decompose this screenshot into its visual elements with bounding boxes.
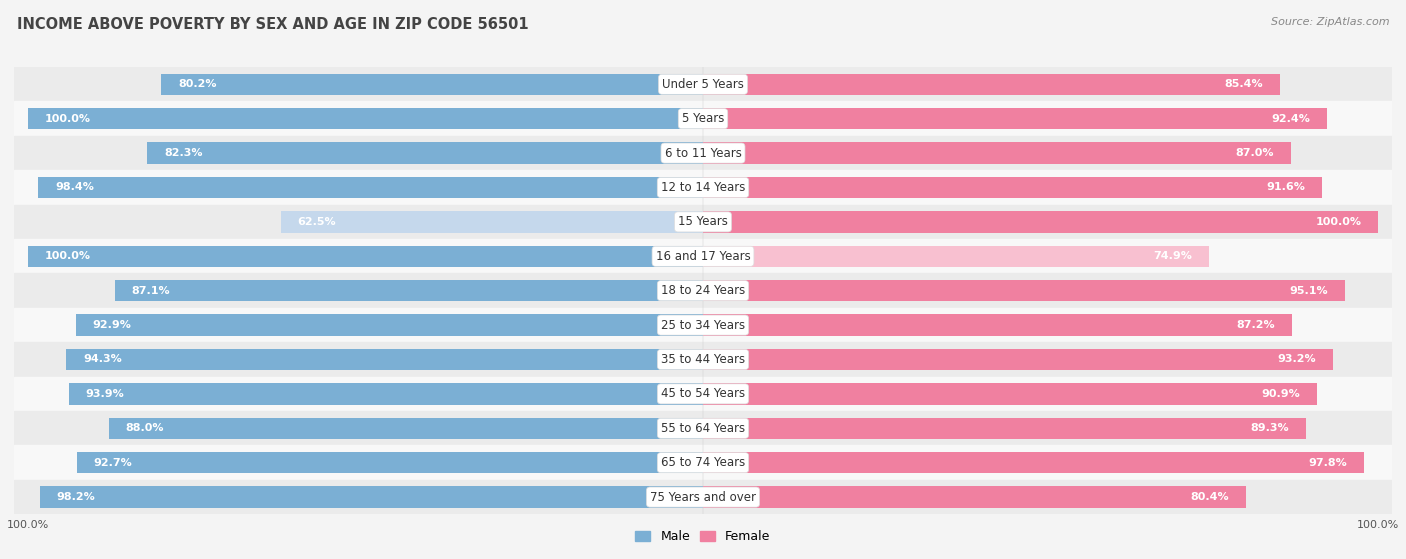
Text: 91.6%: 91.6% [1265, 182, 1305, 192]
Text: 100.0%: 100.0% [1316, 217, 1361, 227]
Bar [703, 177, 1322, 198]
Text: 18 to 24 Years: 18 to 24 Years [661, 284, 745, 297]
Text: 87.1%: 87.1% [132, 286, 170, 296]
Text: 65 to 74 Years: 65 to 74 Years [661, 456, 745, 469]
Bar [14, 377, 1392, 411]
Bar [14, 411, 1392, 446]
Bar [14, 205, 1392, 239]
Bar [115, 280, 703, 301]
Text: 89.3%: 89.3% [1251, 423, 1289, 433]
Text: 98.4%: 98.4% [55, 182, 94, 192]
Text: 25 to 34 Years: 25 to 34 Years [661, 319, 745, 331]
Text: 5 Years: 5 Years [682, 112, 724, 125]
Text: 62.5%: 62.5% [298, 217, 336, 227]
Bar [703, 245, 1209, 267]
Text: 88.0%: 88.0% [125, 423, 165, 433]
Bar [703, 108, 1327, 129]
Text: 100.0%: 100.0% [45, 113, 90, 124]
Bar [162, 74, 703, 95]
Bar [14, 342, 1392, 377]
Bar [14, 308, 1392, 342]
Bar [703, 486, 1246, 508]
Bar [77, 452, 703, 473]
Text: Under 5 Years: Under 5 Years [662, 78, 744, 91]
Text: 98.2%: 98.2% [56, 492, 96, 502]
Bar [703, 349, 1333, 370]
Bar [108, 418, 703, 439]
Text: 75 Years and over: 75 Years and over [650, 491, 756, 504]
Text: 93.9%: 93.9% [86, 389, 124, 399]
Bar [14, 170, 1392, 205]
Legend: Male, Female: Male, Female [630, 525, 776, 548]
Bar [14, 102, 1392, 136]
Text: Source: ZipAtlas.com: Source: ZipAtlas.com [1271, 17, 1389, 27]
Text: INCOME ABOVE POVERTY BY SEX AND AGE IN ZIP CODE 56501: INCOME ABOVE POVERTY BY SEX AND AGE IN Z… [17, 17, 529, 32]
Text: 12 to 14 Years: 12 to 14 Years [661, 181, 745, 194]
Bar [703, 452, 1364, 473]
Bar [703, 143, 1291, 164]
Bar [69, 383, 703, 405]
Bar [703, 211, 1378, 233]
Text: 100.0%: 100.0% [45, 252, 90, 261]
Text: 97.8%: 97.8% [1308, 458, 1347, 468]
Bar [703, 418, 1306, 439]
Bar [14, 480, 1392, 514]
Bar [703, 314, 1292, 336]
Text: 55 to 64 Years: 55 to 64 Years [661, 422, 745, 435]
Text: 6 to 11 Years: 6 to 11 Years [665, 146, 741, 159]
Bar [703, 74, 1279, 95]
Text: 45 to 54 Years: 45 to 54 Years [661, 387, 745, 400]
Bar [281, 211, 703, 233]
Text: 90.9%: 90.9% [1261, 389, 1301, 399]
Text: 16 and 17 Years: 16 and 17 Years [655, 250, 751, 263]
Bar [14, 273, 1392, 308]
Bar [38, 177, 703, 198]
Text: 87.2%: 87.2% [1236, 320, 1275, 330]
Text: 92.7%: 92.7% [94, 458, 132, 468]
Bar [14, 67, 1392, 102]
Text: 80.4%: 80.4% [1191, 492, 1229, 502]
Text: 94.3%: 94.3% [83, 354, 122, 364]
Text: 85.4%: 85.4% [1225, 79, 1263, 89]
Bar [14, 446, 1392, 480]
Text: 15 Years: 15 Years [678, 215, 728, 229]
Bar [76, 314, 703, 336]
Text: 80.2%: 80.2% [179, 79, 217, 89]
Bar [28, 245, 703, 267]
Text: 82.3%: 82.3% [165, 148, 202, 158]
Text: 74.9%: 74.9% [1153, 252, 1192, 261]
Bar [703, 280, 1346, 301]
Bar [703, 383, 1317, 405]
Text: 35 to 44 Years: 35 to 44 Years [661, 353, 745, 366]
Bar [39, 486, 703, 508]
Text: 93.2%: 93.2% [1277, 354, 1316, 364]
Text: 87.0%: 87.0% [1236, 148, 1274, 158]
Text: 92.4%: 92.4% [1271, 113, 1310, 124]
Text: 95.1%: 95.1% [1289, 286, 1329, 296]
Bar [28, 108, 703, 129]
Bar [148, 143, 703, 164]
Bar [14, 136, 1392, 170]
Bar [14, 239, 1392, 273]
Text: 92.9%: 92.9% [93, 320, 131, 330]
Bar [66, 349, 703, 370]
